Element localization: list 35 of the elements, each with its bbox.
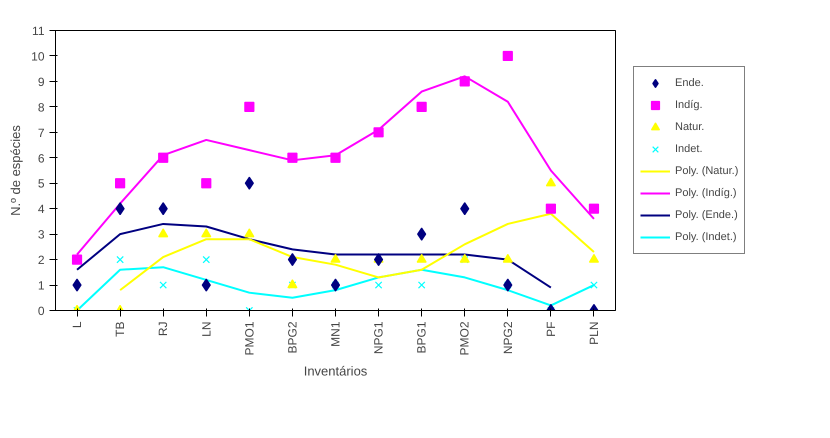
y-tick-label: 0 <box>38 304 45 318</box>
x-tick-label: PMO2 <box>458 321 472 356</box>
y-tick-label: 8 <box>38 100 45 114</box>
x-tick-label: PF <box>544 321 558 337</box>
legend-label: Poly. (Natur.) <box>675 164 738 176</box>
x-tick-label: PLN <box>586 322 601 345</box>
x-tick-label: MN1 <box>328 321 342 347</box>
x-tick-label: LN <box>199 321 214 337</box>
y-tick-label: 2 <box>38 253 45 268</box>
legend-label: Poly. (Indíg.) <box>675 186 737 198</box>
x-tick-label: PMO1 <box>242 321 256 356</box>
legend-label: Indíg. <box>675 98 703 110</box>
y-tick-label: 10 <box>31 49 45 64</box>
legend-label: Indet. <box>675 142 703 154</box>
y-tick-label: 9 <box>38 74 45 89</box>
x-tick-label: NPG1 <box>372 321 386 354</box>
legend-label: Poly. (Ende.) <box>675 208 738 220</box>
y-tick-label: 3 <box>38 228 45 242</box>
y-tick-label: 6 <box>38 151 45 166</box>
x-axis-title: Inventários <box>304 364 368 379</box>
y-tick-label: 4 <box>38 202 45 216</box>
x-tick-label: TB <box>113 321 128 337</box>
x-tick-label: L <box>70 321 84 328</box>
y-axis-title: N.º de espécies <box>8 124 24 216</box>
x-tick-label: RJ <box>156 321 170 336</box>
y-tick-label: 1 <box>38 278 45 293</box>
legend-label: Poly. (Indet.) <box>675 230 737 242</box>
x-tick-label: NPG2 <box>500 321 515 354</box>
x-tick-label: BPG2 <box>285 321 300 354</box>
x-tick-label: BPG1 <box>414 321 429 354</box>
legend-label: Ende. <box>675 76 704 88</box>
legend-label: Natur. <box>675 120 704 132</box>
y-tick-label: 7 <box>38 126 45 140</box>
y-tick-label: 5 <box>38 176 45 191</box>
y-tick-label: 11 <box>32 24 45 38</box>
